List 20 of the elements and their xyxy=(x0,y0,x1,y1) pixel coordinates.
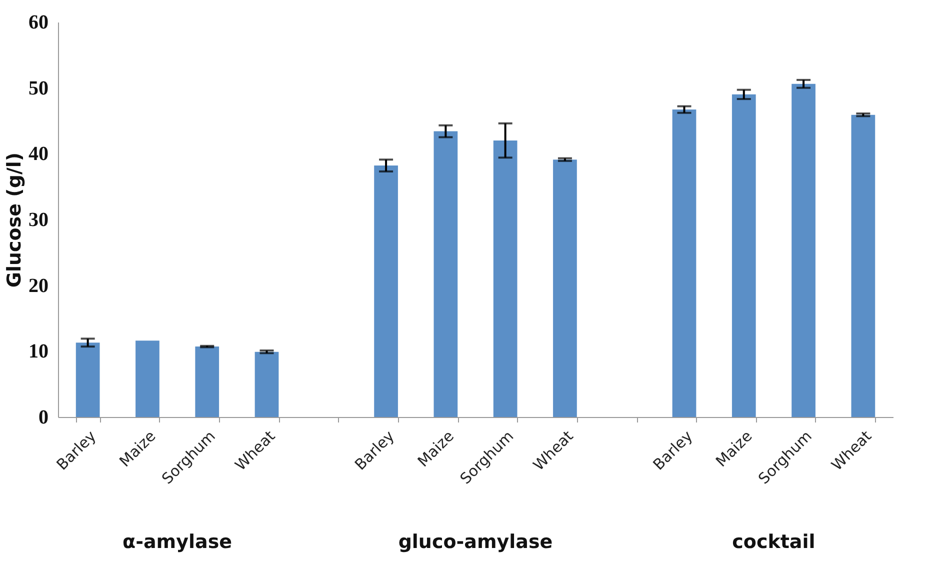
bar xyxy=(493,140,518,417)
bar xyxy=(672,110,696,417)
text: α-amylase xyxy=(122,531,232,553)
y-tick-label: 50 xyxy=(28,77,48,100)
text: gluco-amylase xyxy=(398,531,553,553)
y-tick-label: 0 xyxy=(38,406,48,428)
bar xyxy=(195,346,220,417)
y-tick-label: 40 xyxy=(28,143,48,166)
bar xyxy=(76,342,100,417)
bar xyxy=(434,131,458,417)
y-tick-label: 60 xyxy=(28,12,48,34)
y-tick-label: 10 xyxy=(28,340,48,363)
bar xyxy=(374,166,398,417)
bar xyxy=(136,340,160,417)
text: cocktail xyxy=(732,531,816,553)
y-axis-title: Glucose (g/l) xyxy=(4,152,26,288)
bar xyxy=(792,84,816,417)
bar xyxy=(732,94,756,417)
y-tick-label: 20 xyxy=(28,274,48,297)
y-tick-label: 30 xyxy=(28,209,48,231)
